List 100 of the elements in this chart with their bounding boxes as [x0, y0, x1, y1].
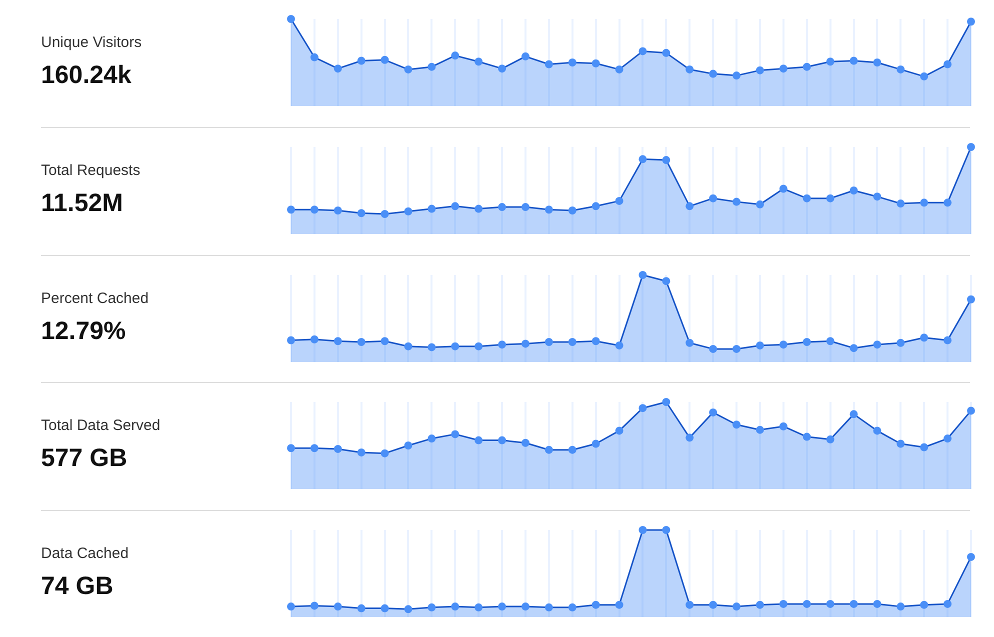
point [756, 66, 764, 74]
point [357, 56, 366, 65]
point [967, 552, 975, 561]
point [686, 338, 694, 346]
point [474, 342, 483, 350]
point [709, 194, 718, 202]
point [521, 439, 530, 448]
point [568, 446, 576, 454]
point [709, 408, 718, 417]
point [310, 444, 318, 452]
point [287, 444, 295, 452]
point [498, 340, 506, 348]
point [756, 600, 764, 609]
point [662, 156, 670, 164]
text: 160.24k [41, 60, 132, 89]
point [380, 450, 389, 458]
point [357, 448, 366, 457]
point [310, 53, 318, 62]
point [826, 436, 834, 444]
point [850, 344, 858, 352]
point [896, 65, 905, 74]
point [404, 342, 412, 350]
point [498, 202, 506, 211]
point [592, 440, 600, 448]
point [310, 205, 318, 214]
point [404, 65, 412, 74]
point [826, 58, 834, 66]
point [310, 334, 318, 343]
point [779, 422, 788, 431]
point [920, 198, 928, 206]
point [451, 202, 460, 210]
point [779, 600, 788, 608]
point [638, 47, 647, 56]
point [967, 406, 975, 415]
point [944, 434, 952, 443]
point [638, 526, 647, 534]
point [756, 426, 764, 434]
point [334, 602, 342, 611]
point [779, 64, 788, 73]
point [521, 339, 530, 348]
point [638, 270, 647, 278]
point [779, 340, 788, 348]
point [544, 337, 553, 346]
point [850, 410, 858, 418]
point [334, 336, 342, 345]
point [779, 184, 788, 193]
text: 74 GB [41, 572, 114, 600]
point [638, 404, 647, 412]
point [732, 344, 741, 352]
point [568, 58, 576, 66]
point [404, 605, 412, 614]
point [873, 192, 882, 200]
point [967, 18, 975, 26]
point [474, 436, 483, 445]
point [615, 196, 624, 205]
point [334, 206, 342, 214]
point [451, 430, 460, 438]
text: 11.52M [41, 188, 124, 217]
y-axis-title: Percent Cached [41, 290, 149, 307]
point [428, 204, 436, 213]
y-axis-title: Total Data Served [41, 417, 160, 434]
point [709, 600, 718, 609]
point [404, 442, 412, 450]
point [615, 426, 624, 435]
point [334, 445, 342, 454]
point [310, 602, 318, 610]
point [662, 276, 670, 285]
point [896, 338, 905, 346]
point [451, 602, 460, 611]
point [357, 604, 366, 612]
point [498, 602, 506, 611]
point [850, 600, 858, 608]
point [287, 15, 295, 23]
point [592, 336, 600, 345]
point [686, 65, 694, 74]
point [428, 342, 436, 351]
point [521, 52, 530, 60]
point [544, 205, 553, 214]
point [896, 602, 905, 611]
point [544, 603, 553, 612]
point [404, 207, 412, 216]
point [967, 142, 975, 151]
point [662, 48, 670, 57]
point [334, 64, 342, 73]
point [709, 344, 718, 352]
point [732, 420, 741, 429]
y-axis-title: Data Cached [41, 545, 129, 562]
point [826, 600, 834, 608]
point [873, 58, 882, 66]
point [709, 70, 718, 78]
point [686, 202, 694, 210]
point [498, 436, 506, 445]
point [802, 337, 811, 346]
point [873, 340, 882, 348]
point [380, 604, 389, 612]
point [357, 208, 366, 217]
point [873, 426, 882, 435]
point [944, 336, 952, 344]
point [686, 600, 694, 609]
point [451, 52, 460, 60]
